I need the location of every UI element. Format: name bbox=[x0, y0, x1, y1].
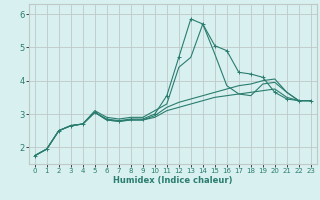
X-axis label: Humidex (Indice chaleur): Humidex (Indice chaleur) bbox=[113, 176, 233, 185]
